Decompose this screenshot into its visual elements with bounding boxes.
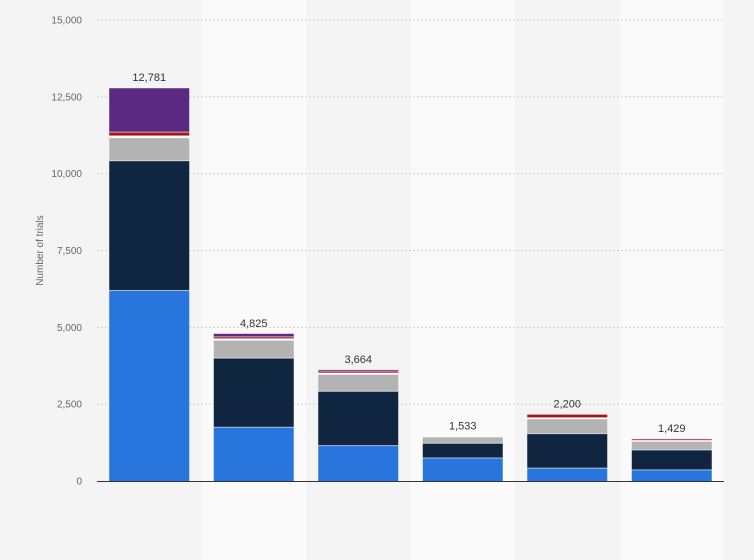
bar-segment-series-2[interactable]: [422, 443, 503, 458]
bar-segment-series-1[interactable]: [631, 469, 712, 481]
bar-segment-series-6[interactable]: [318, 369, 399, 372]
bar-segment-series-4[interactable]: [213, 338, 294, 341]
bar-segment-series-2[interactable]: [109, 160, 190, 291]
y-tick-label: 10,000: [51, 169, 82, 180]
y-tick-label: 2,500: [57, 400, 82, 411]
bar-segment-series-1[interactable]: [318, 445, 399, 481]
y-tick-label: 5,000: [57, 323, 82, 334]
bar-segment-series-4[interactable]: [318, 372, 399, 375]
bar-segment-series-1[interactable]: [109, 290, 190, 481]
bar-segment-series-3[interactable]: [631, 441, 712, 450]
bar-segment-series-3[interactable]: [318, 374, 399, 392]
total-labels: 12,781 4,825 3,664 1,533 2,200 1,429: [132, 72, 685, 435]
bar-segment-series-4[interactable]: [109, 135, 190, 138]
gridlines: [97, 19, 724, 405]
total-data-label: 2,200: [553, 399, 581, 411]
bar-segment-series-2[interactable]: [631, 449, 712, 470]
bar-segment-series-1[interactable]: [422, 457, 503, 481]
bar-segment-series-5[interactable]: [631, 439, 712, 441]
bar-segment-series-5[interactable]: [527, 414, 608, 418]
bar-segment-series-2[interactable]: [527, 433, 608, 469]
bar-segment-series-3[interactable]: [213, 340, 294, 359]
y-tick-label: 7,500: [57, 246, 82, 257]
bar-segment-series-4[interactable]: [527, 417, 608, 419]
total-data-label: 3,664: [344, 354, 372, 366]
bar-segment-series-1[interactable]: [213, 427, 294, 481]
alternating-bands: [201, 0, 724, 560]
bar-segment-series-6[interactable]: [109, 88, 190, 133]
y-axis-title: Number of trials: [35, 215, 46, 286]
bar-segment-series-2[interactable]: [213, 358, 294, 428]
bar-segment-series-5[interactable]: [213, 336, 294, 339]
bar-segment-series-5[interactable]: [318, 371, 399, 373]
y-tick-label: 0: [76, 477, 82, 488]
bar-segment-series-3[interactable]: [422, 437, 503, 444]
total-data-label: 12,781: [132, 72, 166, 84]
bar-segment-series-2[interactable]: [318, 391, 399, 446]
total-data-label: 1,533: [449, 421, 477, 433]
bar-segment-series-5[interactable]: [109, 132, 190, 136]
bars: [109, 88, 712, 481]
y-tick-label: 12,500: [51, 92, 82, 103]
bar-segment-series-3[interactable]: [109, 137, 190, 161]
total-data-label: 4,825: [240, 318, 268, 330]
y-tick-label: 15,000: [51, 16, 82, 27]
y-axis-ticks: 0 2,500 5,000 7,500 10,000 12,500 15,000: [51, 16, 82, 488]
bar-segment-series-6[interactable]: [213, 333, 294, 337]
total-data-label: 1,429: [658, 423, 686, 435]
bar-segment-series-3[interactable]: [527, 418, 608, 434]
bar-segment-series-1[interactable]: [527, 468, 608, 481]
